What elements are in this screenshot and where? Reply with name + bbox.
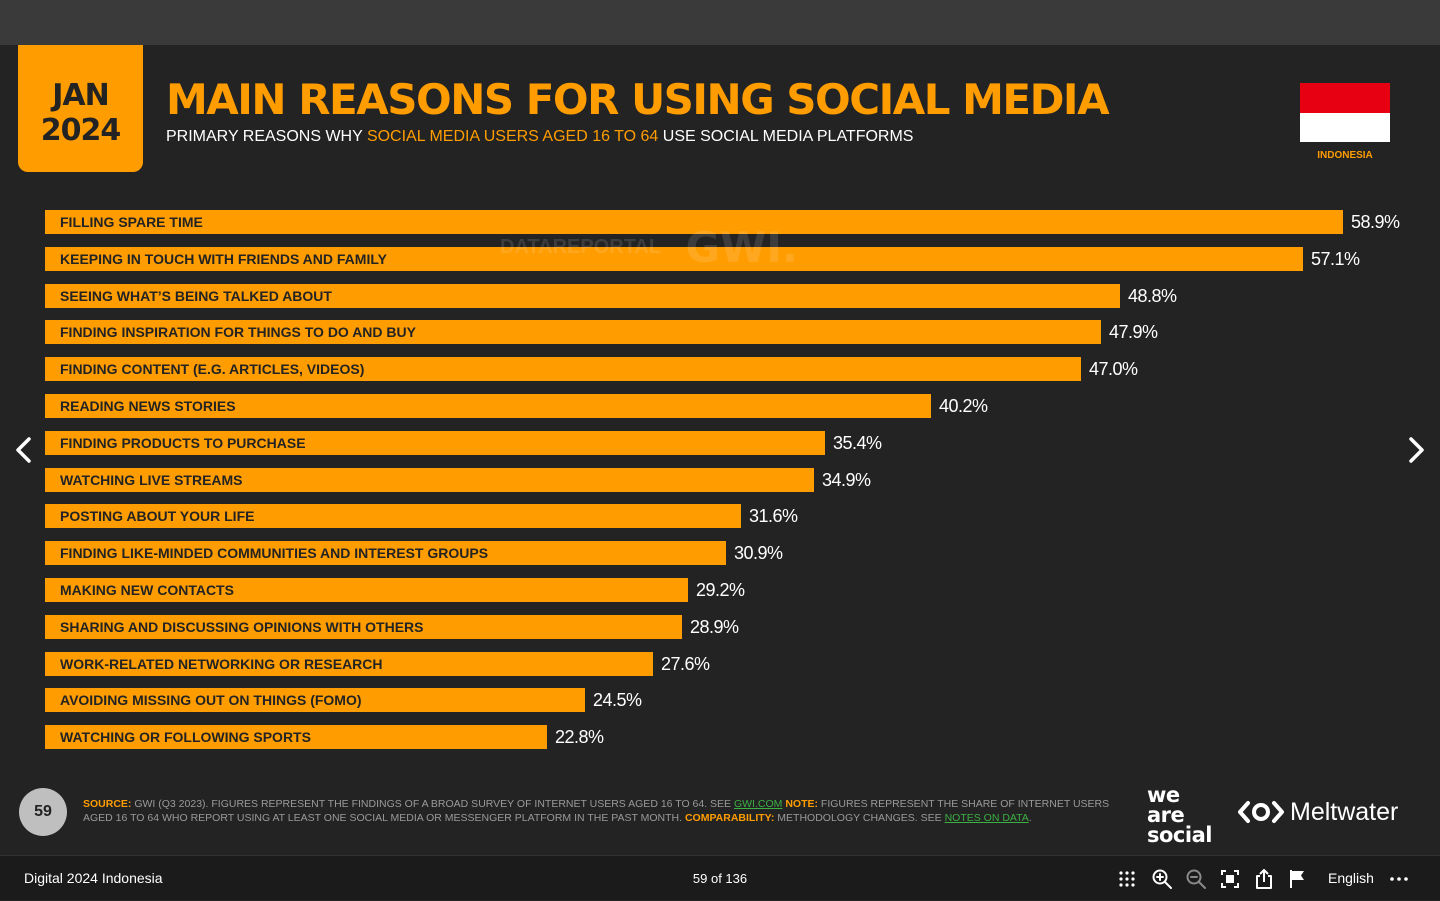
date-month: JAN <box>52 78 110 113</box>
viewer-bottom-bar: Digital 2024 Indonesia 59 of 136 English <box>0 855 1440 900</box>
bar <box>45 394 931 418</box>
bar-label: FINDING CONTENT (E.G. ARTICLES, VIDEOS) <box>60 361 365 377</box>
bar-label: SEEING WHAT’S BEING TALKED ABOUT <box>60 288 332 304</box>
bar-value-label: 40.2% <box>939 396 988 416</box>
slide-page-number: 59 <box>19 788 67 836</box>
bar <box>45 468 814 492</box>
notes-end: . <box>1028 812 1032 824</box>
share-icon[interactable] <box>1253 868 1275 890</box>
bar-value-label: 57.1% <box>1311 249 1360 269</box>
bar <box>45 504 741 528</box>
fit-screen-icon[interactable] <box>1219 868 1241 890</box>
slide: JAN 2024 MAIN REASONS FOR USING SOCIAL M… <box>0 45 1440 855</box>
flag-label: INDONESIA <box>1317 150 1373 161</box>
meltwater-mark-icon <box>1238 801 1284 823</box>
bar <box>45 615 682 639</box>
bar <box>45 431 825 455</box>
notes-on-data-link[interactable]: NOTES ON DATA <box>944 812 1029 824</box>
subtitle-suffix: USE SOCIAL MEDIA PLATFORMS <box>658 128 914 145</box>
zoom-in-icon[interactable] <box>1151 868 1173 890</box>
language-selector[interactable]: English <box>1328 870 1374 886</box>
bar-value-label: 31.6% <box>749 506 798 526</box>
bar-value-label: 29.2% <box>696 580 745 600</box>
note-text: FIGURES REPRESENT THE SHARE OF INTERNET … <box>83 798 1110 824</box>
date-year: 2024 <box>40 113 122 148</box>
bar-label: AVOIDING MISSING OUT ON THINGS (FOMO) <box>60 692 362 708</box>
flag-white-stripe <box>1300 112 1390 142</box>
logo-we: we <box>1147 783 1180 807</box>
flag-icon[interactable] <box>1287 868 1309 890</box>
bar <box>45 541 726 565</box>
bar-label: POSTING ABOUT YOUR LIFE <box>60 508 255 524</box>
source-text: GWI (Q3 2023). FIGURES REPRESENT THE FIN… <box>131 798 734 810</box>
grid-icon[interactable] <box>1116 868 1138 890</box>
flag-red-stripe <box>1300 83 1390 113</box>
bar <box>45 725 547 749</box>
subtitle-highlight: SOCIAL MEDIA USERS AGED 16 TO 64 <box>366 128 659 145</box>
bar-label: FINDING PRODUCTS TO PURCHASE <box>60 435 306 451</box>
bar-value-label: 30.9% <box>734 543 783 563</box>
bar-value-label: 48.8% <box>1128 286 1177 306</box>
bar-value-label: 24.5% <box>593 690 642 710</box>
bar-value-label: 35.4% <box>833 433 882 453</box>
viewer-top-bar <box>0 0 1440 45</box>
bar-label: KEEPING IN TOUCH WITH FRIENDS AND FAMILY <box>60 251 387 267</box>
meltwater-wordmark: Meltwater <box>1290 797 1399 826</box>
bar <box>45 578 688 602</box>
watermark: DATAREPORTAL GWI. <box>500 223 798 272</box>
zoom-out-icon[interactable] <box>1185 868 1207 890</box>
note-key: NOTE: <box>782 798 818 810</box>
comparability-key: COMPARABILITY: <box>684 812 775 824</box>
bar-label: WATCHING OR FOLLOWING SPORTS <box>60 729 311 745</box>
bar <box>45 247 1303 271</box>
watermark-gwi: GWI. <box>685 223 798 272</box>
bar <box>45 320 1101 344</box>
we-are-social-logo: we are social <box>1147 783 1212 847</box>
source-key: SOURCE: <box>83 798 132 810</box>
previous-slide-icon[interactable] <box>10 435 40 465</box>
bar-label: WATCHING LIVE STREAMS <box>60 472 243 488</box>
slide-title: MAIN REASONS FOR USING SOCIAL MEDIA <box>166 75 1110 124</box>
date-badge: JAN 2024 <box>18 45 143 172</box>
bar-label: READING NEWS STORIES <box>60 398 236 414</box>
more-icon[interactable] <box>1388 868 1410 890</box>
bar-value-label: 27.6% <box>661 654 710 674</box>
next-slide-icon[interactable] <box>1400 435 1430 465</box>
bar-label: WORK-RELATED NETWORKING OR RESEARCH <box>60 656 383 672</box>
comparability-text: METHODOLOGY CHANGES. SEE <box>774 812 945 824</box>
bar-value-label: 28.9% <box>690 617 739 637</box>
bar <box>45 688 585 712</box>
bar-label: SHARING AND DISCUSSING OPINIONS WITH OTH… <box>60 619 424 635</box>
bar-value-label: 47.0% <box>1089 359 1138 379</box>
bar <box>45 210 1343 234</box>
logo-are: are <box>1147 803 1185 827</box>
bar-label: MAKING NEW CONTACTS <box>60 582 234 598</box>
watermark-datareportal: DATAREPORTAL <box>500 236 662 258</box>
indonesia-flag <box>1300 83 1390 142</box>
gwi-link[interactable]: GWI.COM <box>733 798 783 810</box>
logo-social: social <box>1147 823 1212 847</box>
bar <box>45 357 1081 381</box>
subtitle-prefix: PRIMARY REASONS WHY <box>166 128 367 145</box>
document-title: Digital 2024 Indonesia <box>24 870 163 886</box>
bar-label: FILLING SPARE TIME <box>60 214 203 230</box>
bar-value-label: 22.8% <box>555 727 604 747</box>
bar-chart: FILLING SPARE TIME 58.9% KEEPING IN TOUCH … <box>0 45 1440 855</box>
bar-value-label: 58.9% <box>1351 212 1400 232</box>
bar <box>45 652 653 676</box>
bar-label: FINDING LIKE-MINDED COMMUNITIES AND INTE… <box>60 545 489 561</box>
meltwater-logo: Meltwater <box>1238 797 1398 827</box>
slide-subtitle: PRIMARY REASONS WHY SOCIAL MEDIA USERS A… <box>166 128 913 146</box>
bar-value-label: 34.9% <box>822 470 871 490</box>
source-note: SOURCE: GWI (Q3 2023). FIGURES REPRESENT… <box>83 797 1123 825</box>
bar <box>45 284 1120 308</box>
bar-value-label: 47.9% <box>1109 322 1158 342</box>
bar-label: FINDING INSPIRATION FOR THINGS TO DO AND… <box>60 324 416 340</box>
